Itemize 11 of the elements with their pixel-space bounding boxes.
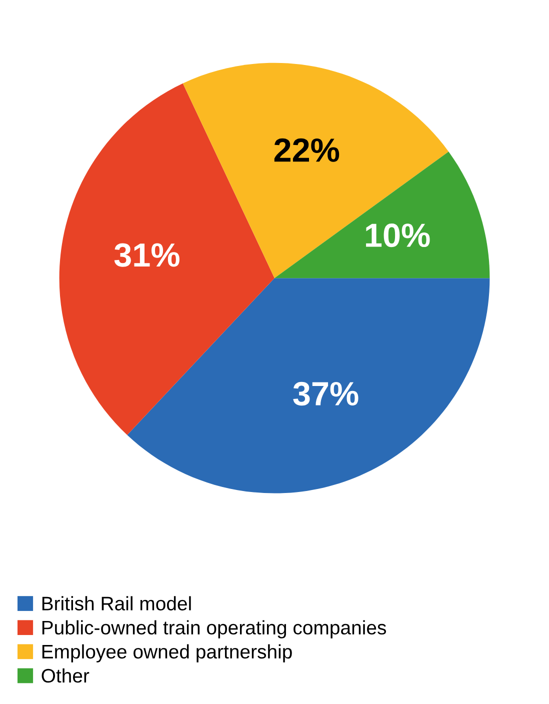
legend-label: Public-owned train operating companies <box>42 620 386 638</box>
legend-label: British Rail model <box>42 596 191 610</box>
data-label: 10% <box>366 224 430 248</box>
pie-slice <box>182 62 449 278</box>
data-label: 31% <box>114 243 180 267</box>
legend-label: Other <box>42 668 90 683</box>
pie-slice <box>59 83 274 435</box>
data-label: 22% <box>274 138 340 162</box>
pie-slice <box>127 278 490 494</box>
data-label: 37% <box>293 382 358 406</box>
legend-label: Employee owned partnership <box>42 644 292 662</box>
